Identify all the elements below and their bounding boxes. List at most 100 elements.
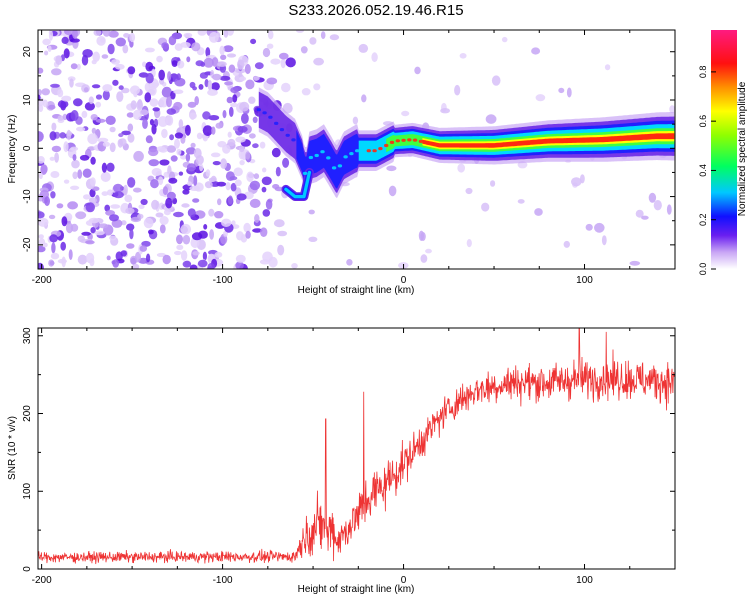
noise-blob	[169, 134, 175, 141]
noise-blob	[102, 90, 110, 101]
noise-blob	[208, 177, 217, 183]
noise-blob	[254, 214, 260, 223]
noise-blob	[180, 154, 187, 160]
ridge-bead	[297, 149, 302, 153]
noise-blob	[254, 62, 264, 70]
noise-blob	[55, 55, 63, 65]
noise-blob	[50, 83, 60, 88]
noise-blob	[129, 32, 136, 43]
noise-blob	[531, 47, 541, 55]
noise-blob	[245, 79, 255, 90]
ridge-bead	[470, 143, 476, 147]
noise-blob	[245, 230, 251, 239]
noise-blob	[159, 224, 166, 234]
noise-blob	[186, 163, 197, 172]
noise-blob	[109, 214, 119, 222]
noise-blob	[97, 137, 109, 143]
noise-blob	[48, 259, 55, 267]
ridge-bead	[482, 143, 487, 147]
noise-blob	[260, 227, 268, 237]
noise-blob	[209, 229, 215, 240]
noise-blob	[120, 250, 128, 257]
noise-blob	[138, 204, 145, 210]
noise-blob	[420, 232, 426, 241]
noise-blob	[641, 215, 649, 220]
noise-blob	[145, 135, 153, 144]
colorbar-tick-label: 0.0	[698, 263, 708, 276]
ridge-bead	[372, 149, 377, 153]
noise-blob	[174, 43, 183, 51]
noise-blob	[38, 245, 46, 253]
noise-blob	[185, 147, 197, 155]
ridge-bead	[355, 149, 360, 153]
noise-blob	[42, 38, 51, 46]
noise-blob	[84, 102, 95, 111]
noise-blob	[41, 88, 50, 96]
spectrogram-xlabel: Height of straight line (km)	[298, 285, 415, 296]
noise-blob	[440, 108, 450, 114]
ridge-bead	[604, 137, 609, 141]
noise-blob	[150, 82, 160, 87]
noise-blob	[232, 94, 238, 103]
noise-blob	[119, 138, 127, 147]
noise-blob	[48, 30, 54, 41]
ridge-bead	[551, 139, 557, 143]
noise-blob	[165, 197, 173, 209]
noise-blob	[94, 230, 105, 236]
ridge-bead	[401, 138, 406, 142]
figure-title: S233.2026.052.19.46.R15	[288, 2, 463, 19]
ridge-bead	[430, 142, 435, 146]
noise-blob	[90, 114, 98, 121]
noise-blob	[118, 85, 124, 90]
noise-blob	[51, 68, 62, 76]
ridge-bead	[656, 134, 661, 138]
noise-blob	[118, 133, 124, 138]
noise-blob	[194, 96, 199, 106]
noise-blob	[291, 263, 298, 269]
noise-blob	[252, 116, 258, 124]
ridge-bead	[465, 143, 470, 147]
noise-blob	[111, 59, 120, 65]
noise-blob	[159, 216, 169, 225]
noise-blob	[112, 259, 120, 268]
noise-blob	[534, 208, 543, 216]
noise-blob	[151, 199, 159, 210]
noise-blob	[150, 179, 159, 189]
noise-blob	[116, 91, 124, 102]
noise-blob	[244, 63, 251, 75]
noise-blob	[176, 244, 184, 250]
noise-blob	[227, 131, 232, 138]
noise-blob	[243, 222, 251, 233]
noise-blob	[44, 196, 50, 207]
noise-blob	[219, 45, 225, 56]
noise-blob	[457, 163, 466, 173]
noise-blob	[61, 36, 69, 45]
spectrogram-frame	[37, 29, 676, 270]
noise-blob	[239, 76, 247, 81]
noise-blob	[76, 126, 86, 132]
noise-blob	[148, 85, 157, 96]
noise-blob	[220, 158, 228, 169]
noise-blob	[226, 53, 237, 58]
noise-blob	[222, 110, 227, 119]
noise-blob	[176, 234, 183, 245]
noise-blob	[189, 112, 197, 120]
noise-blob	[280, 58, 286, 69]
noise-blob	[127, 133, 135, 143]
snr-xtick-label: 100	[576, 575, 593, 586]
noise-blob	[59, 132, 66, 139]
noise-blob	[88, 197, 97, 203]
ridge-bead	[453, 143, 458, 147]
noise-blob	[127, 66, 136, 75]
noise-blob	[57, 89, 64, 98]
ridge-bead	[407, 138, 412, 142]
noise-blob	[101, 191, 109, 197]
noise-blob	[105, 115, 116, 126]
ridge-bead	[337, 164, 343, 168]
noise-blob	[238, 72, 243, 78]
ridge-bead	[621, 136, 626, 140]
noise-blob	[205, 169, 211, 177]
noise-blob	[178, 119, 184, 129]
noise-blob	[207, 89, 218, 96]
